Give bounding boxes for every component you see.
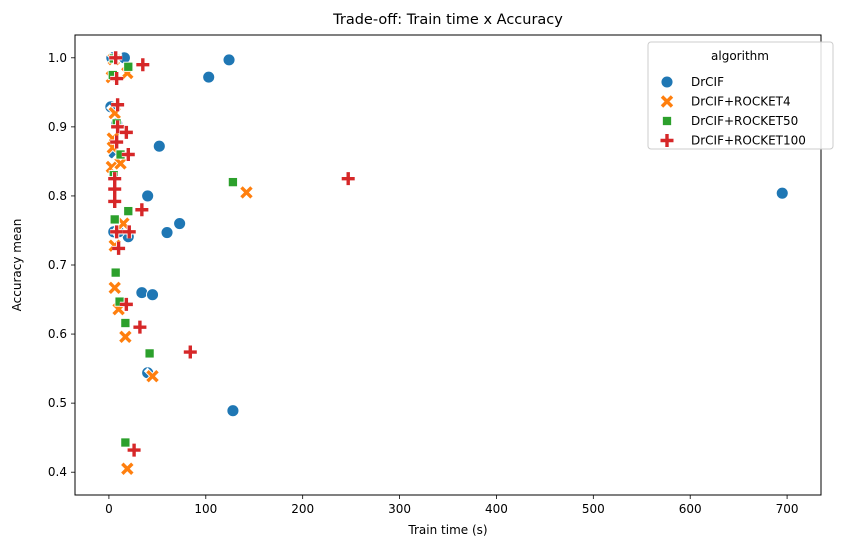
x-tick-label: 600 bbox=[679, 502, 702, 516]
data-point bbox=[116, 328, 135, 346]
series-drcif-rocket50 bbox=[107, 53, 238, 448]
data-point bbox=[108, 182, 122, 196]
data-point bbox=[110, 72, 124, 86]
legend-marker bbox=[661, 115, 673, 127]
data-point bbox=[120, 437, 131, 448]
y-tick-label: 0.6 bbox=[48, 327, 67, 341]
data-point bbox=[775, 186, 789, 200]
y-tick-label: 0.9 bbox=[48, 120, 67, 134]
x-tick-label: 200 bbox=[291, 502, 314, 516]
legend-items: DrCIF DrCIF+ROCKET4 DrCIF+ROCKET50 DrCIF+RO… bbox=[658, 75, 806, 148]
legend-label: DrCIF+ROCKET50 bbox=[691, 114, 798, 128]
data-point bbox=[173, 217, 187, 231]
y-tick-label: 1.0 bbox=[48, 51, 67, 65]
data-point bbox=[202, 70, 216, 84]
x-tick-label: 500 bbox=[582, 502, 605, 516]
data-point bbox=[109, 214, 120, 225]
y-tick-label: 0.4 bbox=[48, 465, 67, 479]
data-point bbox=[109, 51, 123, 65]
data-point bbox=[143, 367, 162, 385]
legend-title: algorithm bbox=[711, 49, 769, 63]
data-point bbox=[127, 443, 141, 457]
data-point bbox=[108, 194, 122, 208]
data-point bbox=[183, 345, 197, 359]
y-tick-label: 0.5 bbox=[48, 396, 67, 410]
data-point bbox=[146, 288, 159, 302]
data-point bbox=[123, 61, 134, 72]
data-point bbox=[160, 226, 174, 239]
data-point bbox=[121, 147, 135, 161]
legend-marker bbox=[660, 75, 674, 89]
data-point bbox=[152, 139, 166, 153]
points-layer bbox=[103, 50, 789, 478]
x-axis: 0 100 200 300 400 500 600 700 bbox=[105, 495, 799, 516]
y-axis-label: Accuracy mean bbox=[10, 219, 24, 312]
data-point bbox=[119, 297, 133, 311]
data-point bbox=[118, 460, 136, 478]
data-point bbox=[110, 135, 124, 149]
data-point bbox=[237, 183, 256, 202]
data-point bbox=[222, 53, 236, 67]
series-drcif-rocket100 bbox=[108, 51, 355, 457]
chart-title: Trade-off: Train time x Accuracy bbox=[332, 12, 563, 28]
x-tick-label: 700 bbox=[776, 502, 799, 516]
legend-marker bbox=[658, 92, 676, 111]
legend-box bbox=[647, 41, 834, 150]
data-point bbox=[136, 58, 150, 72]
data-point bbox=[111, 154, 130, 173]
x-tick-label: 100 bbox=[194, 502, 217, 516]
data-point bbox=[110, 225, 124, 239]
data-point bbox=[119, 125, 133, 139]
data-point bbox=[226, 404, 240, 418]
legend-marker bbox=[660, 134, 674, 147]
data-point bbox=[135, 203, 149, 217]
data-point bbox=[111, 120, 125, 134]
x-axis-label: Train time (s) bbox=[407, 523, 487, 537]
legend-label: DrCIF bbox=[691, 75, 724, 89]
data-point bbox=[227, 177, 238, 188]
x-tick-label: 0 bbox=[105, 502, 113, 516]
data-point bbox=[120, 317, 131, 329]
legend-label: DrCIF+ROCKET100 bbox=[691, 134, 806, 148]
data-point bbox=[144, 348, 155, 359]
data-point bbox=[133, 320, 147, 334]
data-point bbox=[135, 286, 149, 300]
data-point bbox=[123, 206, 134, 217]
data-point bbox=[341, 172, 355, 186]
data-point bbox=[110, 267, 121, 278]
y-tick-label: 0.8 bbox=[48, 189, 67, 203]
y-tick-label: 0.7 bbox=[48, 258, 67, 272]
data-point bbox=[122, 225, 136, 239]
data-point bbox=[106, 279, 124, 297]
legend-label: DrCIF+ROCKET4 bbox=[691, 95, 791, 109]
legend: algorithm DrCIF DrCIF+ROCKET4 DrCIF+ROCKET… bbox=[647, 41, 834, 150]
data-point bbox=[112, 241, 126, 255]
x-tick-label: 400 bbox=[485, 502, 508, 516]
x-tick-label: 300 bbox=[388, 502, 411, 516]
data-point bbox=[111, 98, 125, 112]
data-point bbox=[141, 189, 155, 203]
y-axis: 0.4 0.5 0.6 0.7 0.8 0.9 1.0 bbox=[48, 51, 75, 479]
